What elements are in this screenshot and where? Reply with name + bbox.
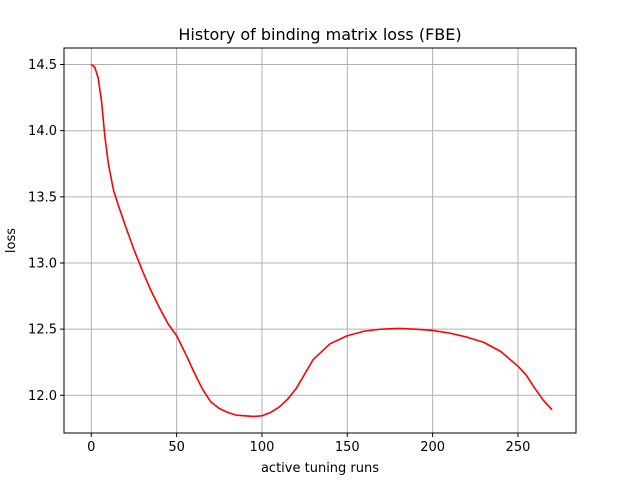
x-tick-label: 50: [168, 440, 185, 455]
y-tick-label: 13.0: [28, 256, 57, 271]
x-tick-label: 100: [250, 440, 275, 455]
loss-series-line: [90, 63, 553, 418]
series-layer: [90, 63, 553, 418]
y-axis-label: loss: [4, 228, 19, 253]
axis-ticks: 0 50 100 150 200 250 12.0 12.5 13.0 13.5 14.0 14.5: [28, 58, 530, 455]
y-tick-label: 13.5: [28, 190, 57, 205]
grid-lines: [64, 48, 576, 433]
y-tick-label: 14.0: [28, 124, 57, 139]
x-tick-label: 150: [335, 440, 360, 455]
plot-area-frame: [63, 47, 577, 434]
x-tick-label: 0: [87, 440, 95, 455]
x-tick-label: 250: [506, 440, 531, 455]
y-tick-label: 12.0: [28, 389, 57, 404]
x-tick-label: 200: [420, 440, 445, 455]
x-axis-label: active tuning runs: [261, 461, 379, 476]
y-tick-label: 12.5: [28, 323, 57, 338]
y-tick-label: 14.5: [28, 58, 57, 73]
chart-title: History of binding matrix loss (FBE): [178, 25, 461, 44]
